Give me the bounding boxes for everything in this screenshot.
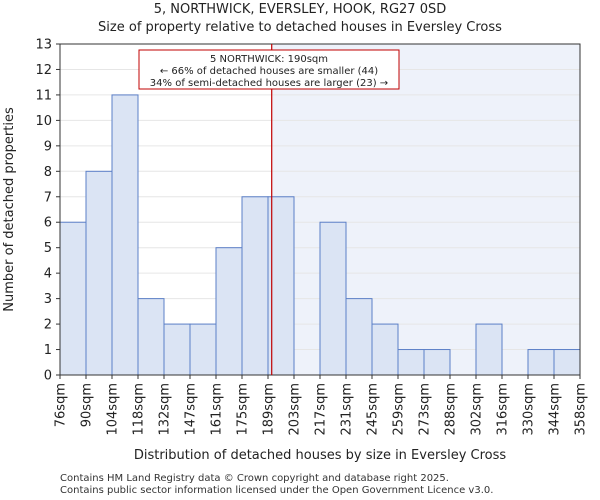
x-tick-label: 132sqm — [158, 383, 173, 436]
x-tick-label: 245sqm — [366, 383, 381, 436]
chart-subtitle: Size of property relative to detached ho… — [98, 20, 502, 35]
x-tick-label: 330sqm — [522, 383, 537, 436]
x-tick-label: 76sqm — [54, 383, 69, 427]
annotation-line-1: 5 NORTHWICK: 190sqm — [210, 54, 328, 65]
bar-104sqm — [111, 94, 139, 376]
x-tick-label: 302sqm — [470, 383, 485, 436]
x-tick-label: 288sqm — [444, 383, 459, 436]
x-tick-label: 231sqm — [340, 383, 355, 436]
x-tick-label: 104sqm — [106, 383, 121, 436]
y-tick-label: 10 — [35, 114, 52, 129]
footer-line-2: Contains public sector information licen… — [60, 485, 494, 496]
bar-231sqm — [345, 298, 373, 376]
y-tick-label: 3 — [44, 292, 52, 307]
x-tick-label: 203sqm — [288, 383, 303, 436]
x-tick-label: 175sqm — [236, 383, 251, 436]
bar-217sqm — [319, 221, 347, 376]
bar-189sqm — [267, 196, 295, 376]
y-tick-label: 7 — [44, 190, 52, 205]
y-tick-label: 5 — [44, 241, 52, 256]
annotation-box: 5 NORTHWICK: 190sqm ← 66% of detached ho… — [138, 49, 400, 90]
highlight-region — [271, 44, 580, 375]
y-tick-label: 12 — [35, 63, 52, 78]
y-tick-label: 6 — [44, 216, 52, 231]
x-tick-label: 147sqm — [184, 383, 199, 436]
annotation-line-2: ← 66% of detached houses are smaller (44… — [160, 66, 378, 77]
x-tick-label: 161sqm — [210, 383, 225, 436]
bar-90sqm — [85, 170, 113, 376]
y-tick-label: 1 — [44, 343, 52, 358]
bar-302sqm — [475, 323, 503, 376]
x-tick-label: 344sqm — [548, 383, 563, 436]
bar-147sqm — [189, 323, 217, 376]
x-axis-label: Distribution of detached houses by size … — [134, 448, 507, 463]
annotation-line-3: 34% of semi-detached houses are larger (… — [150, 78, 388, 89]
y-tick-label: 2 — [44, 318, 52, 333]
y-axis-label: Number of detached properties — [2, 107, 17, 312]
y-tick-label: 11 — [35, 88, 52, 103]
bar-76sqm — [59, 221, 87, 376]
x-tick-label: 90sqm — [80, 383, 95, 427]
annotation-border — [138, 49, 400, 90]
chart-title: 5, NORTHWICK, EVERSLEY, HOOK, RG27 0SD — [153, 2, 447, 17]
x-tick-label: 316sqm — [496, 383, 511, 436]
x-tick-label: 273sqm — [418, 383, 433, 436]
y-tick-label: 9 — [44, 139, 52, 154]
x-tick-label: 358sqm — [574, 383, 589, 436]
bar-330sqm — [527, 349, 555, 376]
y-tick-label: 13 — [35, 38, 52, 53]
x-tick-label: 189sqm — [262, 383, 277, 436]
bar-175sqm — [241, 196, 269, 376]
x-tick-label: 118sqm — [132, 383, 147, 436]
bar-132sqm — [163, 323, 191, 376]
y-tick-label: 8 — [44, 165, 52, 180]
bar-273sqm — [423, 349, 451, 376]
y-tick-label: 0 — [44, 369, 52, 384]
y-tick-label: 4 — [44, 267, 52, 282]
bar-245sqm — [371, 323, 399, 376]
x-tick-label: 259sqm — [392, 383, 407, 436]
footer-line-1: Contains HM Land Registry data © Crown c… — [60, 473, 449, 484]
bar-259sqm — [397, 349, 425, 376]
bar-344sqm — [553, 349, 581, 376]
bar-161sqm — [215, 247, 243, 376]
bar-118sqm — [137, 298, 165, 376]
x-tick-label: 217sqm — [314, 383, 329, 436]
